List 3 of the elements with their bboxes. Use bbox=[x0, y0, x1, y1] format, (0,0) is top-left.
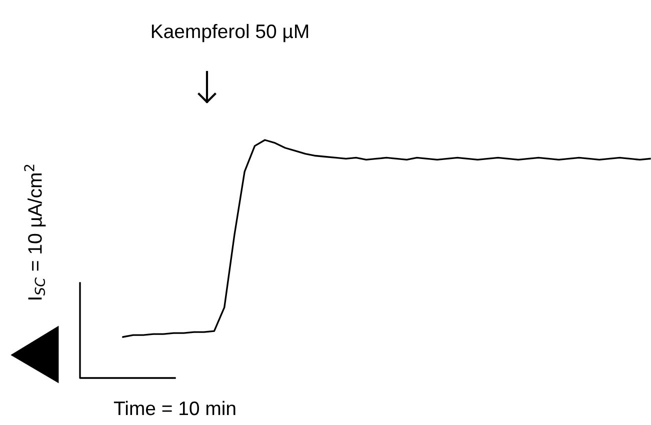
text: Kaempferol 50 µM bbox=[152, 24, 308, 42]
x-axis-title: Time = 10 min bbox=[114, 400, 236, 416]
y-axis-title: I$_{SC}$ = 10 µA/cm$^{2}$ bbox=[24, 164, 46, 300]
